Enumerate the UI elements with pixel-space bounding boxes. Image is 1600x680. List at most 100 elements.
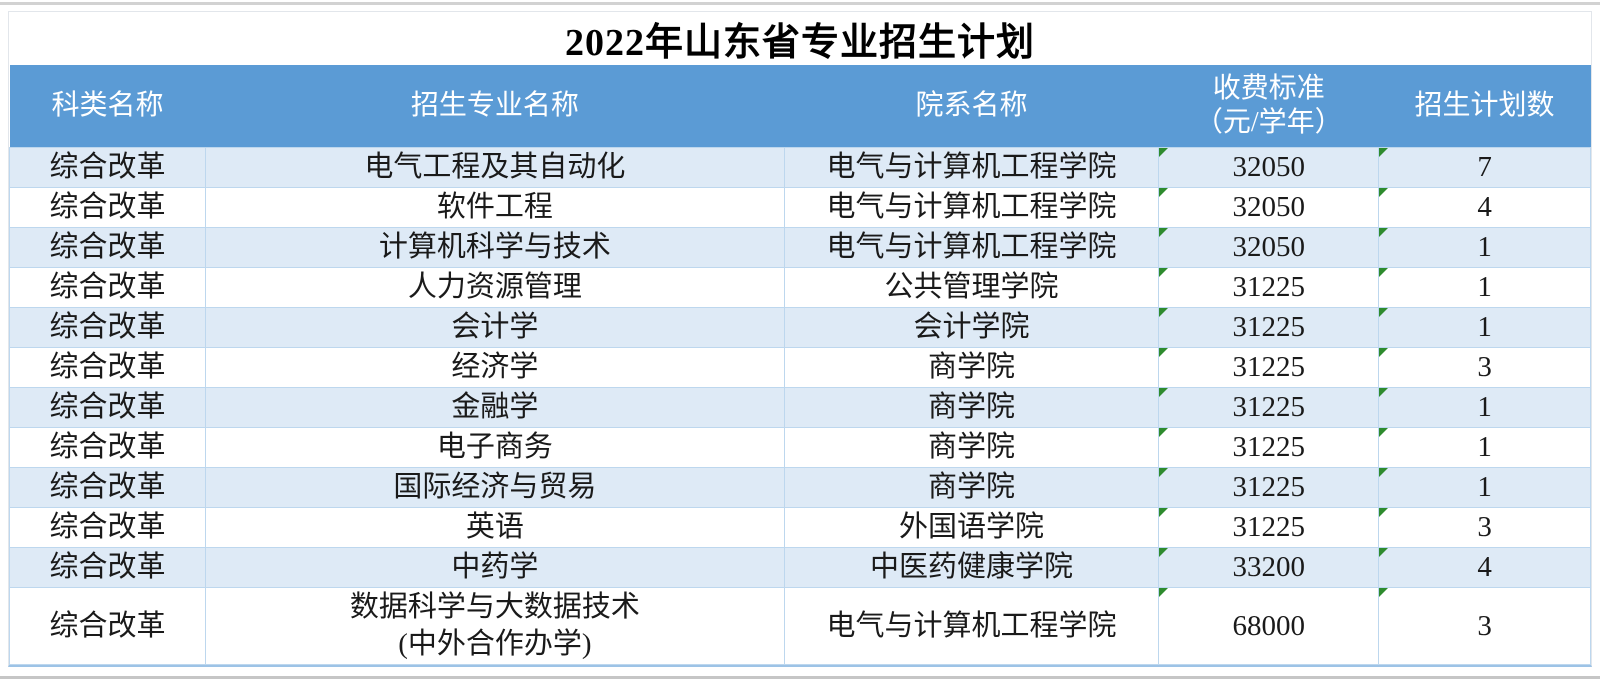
fee-value: 32050 [1232,151,1306,183]
cell-department: 电气与计算机工程学院 [783,587,1160,665]
cell-category: 综合改革 [8,507,207,548]
department-value: 电气与计算机工程学院 [826,151,1117,183]
cell-department: 电气与计算机工程学院 [783,187,1160,228]
cell-department: 商学院 [783,467,1160,508]
cell-category: 综合改革 [8,187,207,228]
number-stored-as-text-indicator-icon [1379,268,1389,277]
number-stored-as-text-indicator-icon [1159,508,1169,517]
plan-value: 1 [1477,471,1492,503]
cell-fee: 33200 [1158,547,1380,588]
category-value: 综合改革 [49,351,166,383]
fee-value: 31225 [1232,391,1306,423]
plan-value: 1 [1477,311,1492,343]
plan-value: 1 [1477,231,1492,263]
number-stored-as-text-indicator-icon [1159,548,1169,557]
cell-plan: 1 [1378,467,1591,508]
fee-value: 31225 [1232,431,1306,463]
category-value: 综合改革 [49,431,166,463]
cell-fee: 31225 [1158,467,1380,508]
table-row: 综合改革 中药学 中医药健康学院 33200 4 [8,547,1591,588]
cell-major: 会计学 [205,307,785,348]
major-line: 经济学 [451,351,539,383]
cell-department: 中医药健康学院 [783,547,1160,588]
fee-value: 31225 [1232,511,1306,543]
cell-category: 综合改革 [8,427,207,468]
number-stored-as-text-indicator-icon [1379,428,1389,437]
major-value: 会计学 [210,309,780,346]
cell-category: 综合改革 [8,547,207,588]
cell-category: 综合改革 [8,307,207,348]
cell-fee: 31225 [1158,267,1380,308]
table-body: 综合改革 电气工程及其自动化 电气与计算机工程学院 32050 7 综合改革 软… [8,147,1591,665]
major-value: 金融学 [210,389,780,426]
major-line: 人力资源管理 [407,271,582,303]
cell-category: 综合改革 [8,387,207,428]
cell-plan: 1 [1378,307,1591,348]
cell-major: 英语 [205,507,785,548]
number-stored-as-text-indicator-icon [1379,148,1389,157]
category-value: 综合改革 [49,271,166,303]
plan-value: 4 [1477,551,1492,583]
number-stored-as-text-indicator-icon [1379,508,1389,517]
number-stored-as-text-indicator-icon [1159,388,1169,397]
table-row: 综合改革 计算机科学与技术 电气与计算机工程学院 32050 1 [8,227,1591,268]
number-stored-as-text-indicator-icon [1379,188,1389,197]
major-line: 数据科学与大数据技术 [349,591,640,623]
cell-department: 商学院 [783,427,1160,468]
department-value: 中医药健康学院 [870,551,1074,583]
window-edge-top [0,2,1600,5]
major-line: 电气工程及其自动化 [364,151,626,183]
header-label: 收费标准 [1212,73,1325,104]
cell-major: 数据科学与大数据技术 (中外合作办学) [205,587,785,665]
number-stored-as-text-indicator-icon [1159,348,1169,357]
number-stored-as-text-indicator-icon [1379,588,1389,597]
fee-value: 32050 [1232,231,1306,263]
cell-category: 综合改革 [8,467,207,508]
category-value: 综合改革 [49,551,166,583]
number-stored-as-text-indicator-icon [1379,228,1389,237]
major-value: 中药学 [210,549,780,586]
cell-department: 会计学院 [783,307,1160,348]
number-stored-as-text-indicator-icon [1379,548,1389,557]
cell-plan: 3 [1378,507,1591,548]
number-stored-as-text-indicator-icon [1379,348,1389,357]
number-stored-as-text-indicator-icon [1159,268,1169,277]
major-value: 电子商务 [210,429,780,466]
major-value: 人力资源管理 [210,269,780,306]
category-value: 综合改革 [49,511,166,543]
cell-major: 电子商务 [205,427,785,468]
plan-value: 1 [1477,431,1492,463]
header-plan: 招生计划数 [1378,65,1591,148]
department-value: 外国语学院 [899,511,1045,543]
fee-value: 31225 [1232,351,1306,383]
cell-plan: 4 [1378,187,1591,228]
cell-plan: 1 [1378,267,1591,308]
number-stored-as-text-indicator-icon [1159,468,1169,477]
major-value: 计算机科学与技术 [210,229,780,266]
header-label: 招生专业名称 [410,90,579,121]
plan-value: 3 [1477,511,1492,543]
window-edge-bottom [0,676,1600,679]
number-stored-as-text-indicator-icon [1379,308,1389,317]
major-value: 软件工程 [210,189,780,226]
cell-major: 国际经济与贸易 [205,467,785,508]
number-stored-as-text-indicator-icon [1159,228,1169,237]
header-major: 招生专业名称 [205,65,785,148]
cell-fee: 31225 [1158,307,1380,348]
plan-value: 4 [1477,191,1492,223]
department-value: 电气与计算机工程学院 [826,191,1117,223]
major-line: 国际经济与贸易 [393,471,597,503]
cell-plan: 7 [1378,147,1591,188]
fee-value: 68000 [1232,609,1306,642]
major-value: 英语 [210,509,780,546]
table-row: 综合改革 会计学 会计学院 31225 1 [8,307,1591,348]
cell-major: 经济学 [205,347,785,388]
table-row: 综合改革 电气工程及其自动化 电气与计算机工程学院 32050 7 [8,147,1591,188]
cell-plan: 1 [1378,427,1591,468]
cell-department: 公共管理学院 [783,267,1160,308]
number-stored-as-text-indicator-icon [1379,468,1389,477]
header-fee: 收费标准 （元/学年） [1158,65,1379,148]
cell-fee: 31225 [1158,387,1380,428]
cell-plan: 4 [1378,547,1591,588]
major-value: 电气工程及其自动化 [210,149,780,186]
